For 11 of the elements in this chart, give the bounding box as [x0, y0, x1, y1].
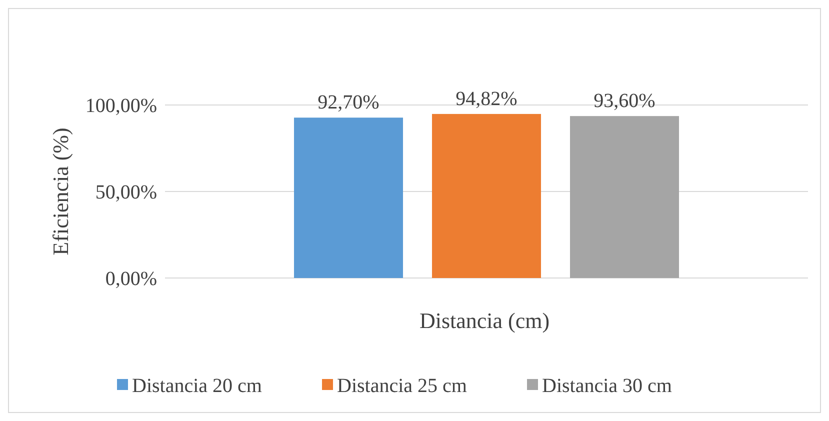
y-tick-label: 0,00% — [105, 268, 157, 290]
y-tick-label: 100,00% — [85, 95, 157, 117]
legend-label: Distancia 30 cm — [542, 375, 672, 397]
legend-label: Distancia 25 cm — [337, 375, 468, 397]
y-tick-label: 50,00% — [95, 182, 157, 204]
data-label: 94,82% — [456, 88, 518, 110]
data-label: 93,60% — [594, 90, 656, 112]
x-axis-title: Distancia (cm) — [419, 308, 550, 333]
legend-label: Distancia 20 cm — [132, 375, 262, 397]
y-axis-title: Eficiencia (%) — [48, 128, 73, 256]
data-label: 92,70% — [318, 92, 380, 114]
